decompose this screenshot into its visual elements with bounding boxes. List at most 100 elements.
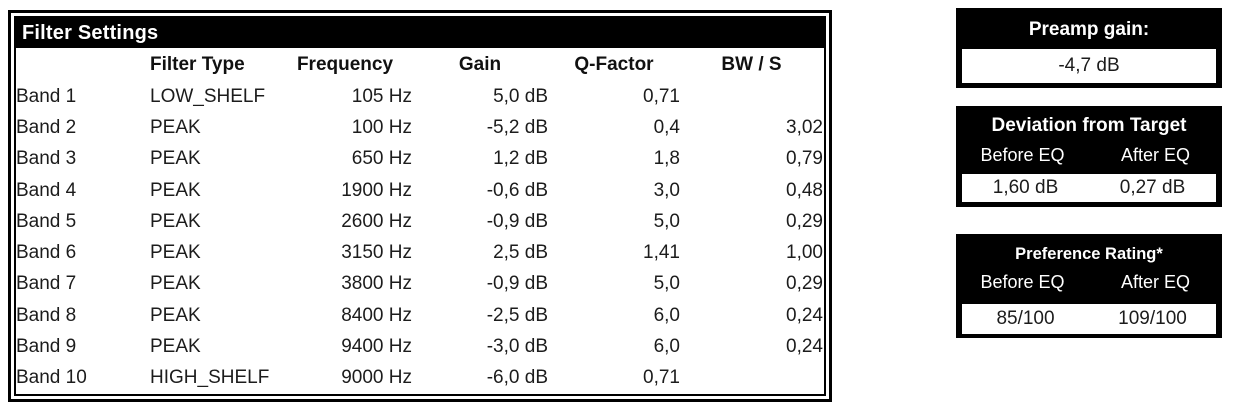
cell-gain: 2,5 dB	[493, 242, 548, 264]
table-row-band-10: Band 10 HIGH_SHELF 9000 Hz -6,0 dB 0,71	[16, 363, 823, 394]
cell-band-label: Band 1	[16, 85, 77, 107]
table-row-band-6: Band 6 PEAK 3150 Hz 2,5 dB 1,41 1,00	[16, 237, 823, 268]
cell-bw-s: 3,02	[786, 116, 823, 138]
preamp-gain-title: Preamp gain:	[1028, 19, 1150, 40]
deviation-title: Deviation from Target	[991, 115, 1187, 136]
cell-filter-type: PEAK	[150, 179, 201, 201]
filter-settings-panel: Filter Settings Filter Type Frequency Ga…	[8, 10, 832, 402]
table-row-band-7: Band 7 PEAK 3800 Hz -0,9 dB 5,0 0,29	[16, 269, 823, 300]
deviation-values: 1,60 dB 0,27 dB	[961, 173, 1217, 203]
cell-frequency: 650 Hz	[351, 148, 412, 170]
filter-settings-table: Filter Type Frequency Gain Q-Factor BW /…	[16, 48, 823, 394]
cell-q-factor: 1,41	[643, 242, 680, 264]
cell-band-label: Band 7	[16, 273, 77, 295]
preference-rating-panel: Preference Rating* Before EQ After EQ 85…	[956, 234, 1222, 338]
preference-values: 85/100 109/100	[961, 303, 1217, 335]
cell-bw-s: 0,24	[786, 336, 823, 358]
preference-after-eq-value: 109/100	[1118, 308, 1187, 329]
cell-band-label: Band 3	[16, 148, 77, 170]
cell-frequency: 8400 Hz	[341, 304, 412, 326]
cell-bw-s: 0,48	[786, 179, 823, 201]
cell-frequency: 1900 Hz	[341, 179, 412, 201]
column-header-q-factor: Q-Factor	[574, 53, 654, 75]
table-row-band-2: Band 2 PEAK 100 Hz -5,2 dB 0,4 3,02	[16, 112, 823, 143]
cell-frequency: 105 Hz	[351, 85, 412, 107]
cell-gain: 5,0 dB	[493, 85, 548, 107]
cell-q-factor: 6,0	[653, 336, 680, 358]
deviation-after-eq-label: After EQ	[1120, 145, 1191, 165]
cell-bw-s: 1,00	[786, 242, 823, 264]
cell-filter-type: PEAK	[150, 148, 201, 170]
cell-q-factor: 6,0	[653, 304, 680, 326]
cell-bw-s: 0,29	[786, 210, 823, 232]
preamp-gain-panel: Preamp gain: -4,7 dB	[956, 8, 1222, 88]
preference-before-eq-label: Before EQ	[980, 272, 1065, 292]
column-header-gain: Gain	[458, 53, 502, 75]
preamp-gain-value: -4,7 dB	[961, 48, 1217, 84]
cell-frequency: 3800 Hz	[341, 273, 412, 295]
cell-frequency: 3150 Hz	[341, 242, 412, 264]
cell-filter-type: PEAK	[150, 210, 201, 232]
preference-column-labels: Before EQ After EQ	[956, 268, 1222, 296]
cell-filter-type: PEAK	[150, 242, 201, 264]
table-row-band-4: Band 4 PEAK 1900 Hz -0,6 dB 3,0 0,48	[16, 175, 823, 206]
cell-frequency: 100 Hz	[351, 116, 412, 138]
cell-gain: -2,5 dB	[486, 304, 548, 326]
cell-filter-type: PEAK	[150, 304, 201, 326]
cell-band-label: Band 8	[16, 304, 77, 326]
cell-q-factor: 0,4	[653, 116, 680, 138]
cell-gain: -5,2 dB	[486, 116, 548, 138]
table-row-band-1: Band 1 LOW_SHELF 105 Hz 5,0 dB 0,71	[16, 81, 823, 112]
deviation-before-eq-value: 1,60 dB	[992, 177, 1059, 198]
cell-bw-s	[680, 81, 823, 112]
cell-filter-type: PEAK	[150, 336, 201, 358]
cell-gain: -0,9 dB	[486, 273, 548, 295]
table-row-band-9: Band 9 PEAK 9400 Hz -3,0 dB 6,0 0,24	[16, 331, 823, 362]
cell-gain: -3,0 dB	[486, 336, 548, 358]
deviation-after-eq-value: 0,27 dB	[1119, 177, 1186, 198]
column-header-frequency: Frequency	[296, 53, 394, 75]
table-row-band-3: Band 3 PEAK 650 Hz 1,2 dB 1,8 0,79	[16, 144, 823, 175]
table-row-band-5: Band 5 PEAK 2600 Hz -0,9 dB 5,0 0,29	[16, 206, 823, 237]
cell-q-factor: 3,0	[653, 179, 680, 201]
cell-q-factor: 0,71	[643, 367, 680, 389]
column-header-band	[16, 48, 150, 81]
column-header-filter-type: Filter Type	[150, 53, 245, 75]
cell-filter-type: PEAK	[150, 273, 201, 295]
cell-band-label: Band 10	[16, 367, 87, 389]
cell-bw-s: 0,29	[786, 273, 823, 295]
filter-settings-title: Filter Settings	[16, 18, 824, 48]
cell-gain: -0,9 dB	[486, 210, 548, 232]
cell-band-label: Band 5	[16, 210, 77, 232]
column-header-row: Filter Type Frequency Gain Q-Factor BW /…	[16, 48, 823, 81]
deviation-panel: Deviation from Target Before EQ After EQ…	[956, 106, 1222, 207]
cell-band-label: Band 9	[16, 336, 77, 358]
deviation-column-labels: Before EQ After EQ	[956, 141, 1222, 169]
preference-before-eq-value: 85/100	[996, 308, 1055, 329]
table-row-band-8: Band 8 PEAK 8400 Hz -2,5 dB 6,0 0,24	[16, 300, 823, 331]
cell-band-label: Band 4	[16, 179, 77, 201]
cell-band-label: Band 2	[16, 116, 77, 138]
cell-frequency: 9400 Hz	[341, 336, 412, 358]
cell-frequency: 9000 Hz	[341, 367, 412, 389]
cell-band-label: Band 6	[16, 242, 77, 264]
cell-q-factor: 1,8	[653, 148, 680, 170]
cell-frequency: 2600 Hz	[341, 210, 412, 232]
cell-gain: -6,0 dB	[486, 367, 548, 389]
column-header-bw-s: BW / S	[721, 53, 782, 75]
cell-bw-s: 0,24	[786, 304, 823, 326]
cell-gain: 1,2 dB	[493, 148, 548, 170]
cell-q-factor: 5,0	[653, 210, 680, 232]
cell-filter-type: LOW_SHELF	[150, 85, 266, 107]
preference-after-eq-label: After EQ	[1120, 272, 1191, 292]
cell-bw-s	[680, 363, 823, 394]
cell-q-factor: 5,0	[653, 273, 680, 295]
cell-gain: -0,6 dB	[486, 179, 548, 201]
preference-rating-title: Preference Rating*	[1015, 245, 1163, 263]
cell-filter-type: HIGH_SHELF	[150, 367, 270, 389]
cell-q-factor: 0,71	[643, 85, 680, 107]
cell-filter-type: PEAK	[150, 116, 201, 138]
filter-settings-table-frame: Filter Settings Filter Type Frequency Ga…	[14, 16, 826, 396]
cell-bw-s: 0,79	[786, 148, 823, 170]
